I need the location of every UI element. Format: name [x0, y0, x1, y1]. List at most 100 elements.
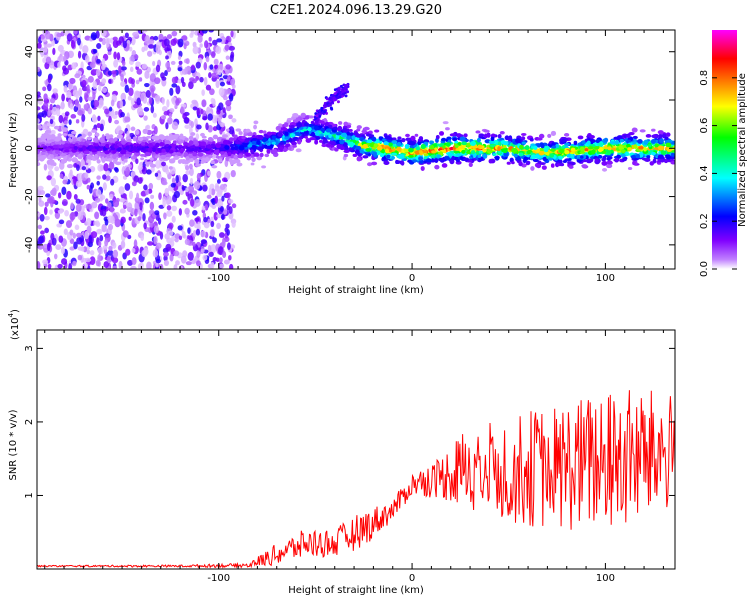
spectrogram-cell	[133, 175, 140, 183]
spectrogram-cell	[488, 158, 493, 164]
spectrogram-cell	[152, 249, 159, 258]
spectrogram-cell	[136, 68, 143, 75]
spectrogram-cell	[87, 76, 94, 83]
spectrogram-cell	[82, 145, 87, 151]
spectrogram-cell	[138, 77, 143, 82]
spectrogram-cell	[570, 147, 576, 152]
spectrogram-cell	[217, 69, 222, 76]
spectrogram-cell	[110, 215, 115, 225]
spectrogram-cell	[390, 152, 398, 156]
spectrogram-cell	[62, 67, 70, 75]
spectrogram-cell	[180, 106, 185, 115]
spectrogram-cell	[177, 67, 183, 72]
spectrogram-cell	[335, 132, 342, 136]
spectrogram-cell	[194, 199, 201, 207]
spectrogram-cell	[497, 134, 502, 139]
spectrogram-cell	[212, 134, 219, 140]
spectrogram-cell	[61, 93, 65, 102]
spectrogram-cell	[203, 61, 208, 71]
spectrogram-cell	[91, 129, 97, 133]
spectrogram-cell	[219, 205, 224, 213]
spectrogram-cell	[90, 231, 98, 239]
spectrogram-cell	[222, 107, 226, 114]
spectrogram-cell	[42, 86, 47, 92]
spectrogram-cell	[95, 189, 102, 197]
spectrogram-cell	[61, 198, 68, 207]
spectrogram-cell	[609, 141, 616, 145]
spectrogram-cell	[64, 149, 70, 153]
spectrogram-cell	[224, 44, 230, 51]
spectrogram-cell	[355, 145, 362, 151]
spectrogram-cell	[314, 139, 319, 145]
spectrogram-cell	[356, 156, 362, 162]
spectrogram-cell	[87, 131, 93, 137]
spectrogram-cell	[153, 235, 158, 245]
spectrogram-cell	[209, 64, 214, 70]
spectrogram-cell	[597, 142, 603, 146]
spectrogram-cell	[134, 208, 138, 217]
spectrogram-cell	[194, 217, 200, 222]
spectrogram-cell	[208, 187, 212, 196]
spectrogram-cell	[185, 170, 191, 176]
spectrogram-cell	[494, 156, 500, 161]
spectrogram-cell	[60, 153, 67, 157]
spectrogram-cell	[225, 223, 230, 229]
spectrogram-cell	[633, 144, 638, 149]
spectrogram-cell	[73, 146, 78, 151]
spectrogram-cell	[216, 170, 222, 179]
spectrogram-cell	[109, 206, 114, 213]
spectrogram-cell	[586, 140, 591, 146]
spectrogram-cell	[475, 130, 481, 134]
spectrogram-cell	[532, 158, 539, 163]
spectrogram-cell	[195, 76, 200, 81]
spectrogram-cell	[231, 203, 237, 209]
spectrogram-cell	[104, 239, 109, 247]
spectrogram-cell	[161, 180, 168, 186]
spectrogram-cell	[230, 154, 234, 158]
spectrogram-cell	[195, 163, 201, 167]
spectrogram-cell	[446, 136, 452, 141]
spectrogram-cell	[219, 143, 225, 148]
spectrogram-cell	[284, 122, 289, 127]
spectrogram-cell	[220, 151, 225, 155]
spectrogram-cell	[566, 153, 571, 158]
spectrogram-cell	[58, 144, 64, 149]
spectrogram-cell	[161, 76, 167, 81]
spectrogram-cell	[478, 133, 485, 137]
spectrogram-cell	[506, 161, 511, 165]
spectrogram-cell	[241, 135, 246, 140]
spectrogram-cell	[144, 82, 150, 88]
spectrogram-cell	[220, 36, 226, 45]
spectrogram-cell	[169, 253, 174, 262]
spectrogram-cell	[112, 249, 119, 259]
spectrogram-cell	[69, 143, 74, 148]
spectrogram-cell	[106, 38, 110, 48]
spectrogram-cell	[134, 149, 140, 153]
spectrogram-cell	[251, 157, 256, 162]
spectrogram-cell	[189, 177, 194, 186]
spectrogram-cell	[84, 55, 90, 63]
spectrogram-cell	[144, 197, 150, 204]
spectrogram-cell	[228, 254, 232, 261]
spectrogram-cell	[188, 140, 194, 145]
spectrogram-cell	[107, 70, 113, 76]
spectrogram-cell	[107, 51, 112, 56]
spectrogram-cell	[331, 94, 335, 98]
spectrogram-cell	[315, 136, 321, 140]
spectrogram-cell	[438, 131, 445, 136]
spectrogram-cell	[70, 40, 76, 49]
spectrogram-cell	[228, 137, 234, 142]
spectrogram-cell	[524, 145, 530, 150]
spectrogram-cell	[108, 245, 113, 252]
spectrogram-cell	[55, 108, 61, 117]
spectrogram-cell	[123, 204, 127, 210]
spectrogram-cell	[96, 175, 101, 180]
spectrogram-cell	[129, 66, 134, 73]
spectrogram-cell	[62, 179, 68, 185]
spectrogram-cell	[200, 108, 204, 115]
spectrogram-cell	[626, 143, 631, 148]
spectrogram-cell	[192, 190, 198, 195]
spectrogram-cell	[341, 92, 345, 96]
spectrogram-cell	[140, 190, 147, 197]
spectrogram-cell	[352, 140, 357, 144]
